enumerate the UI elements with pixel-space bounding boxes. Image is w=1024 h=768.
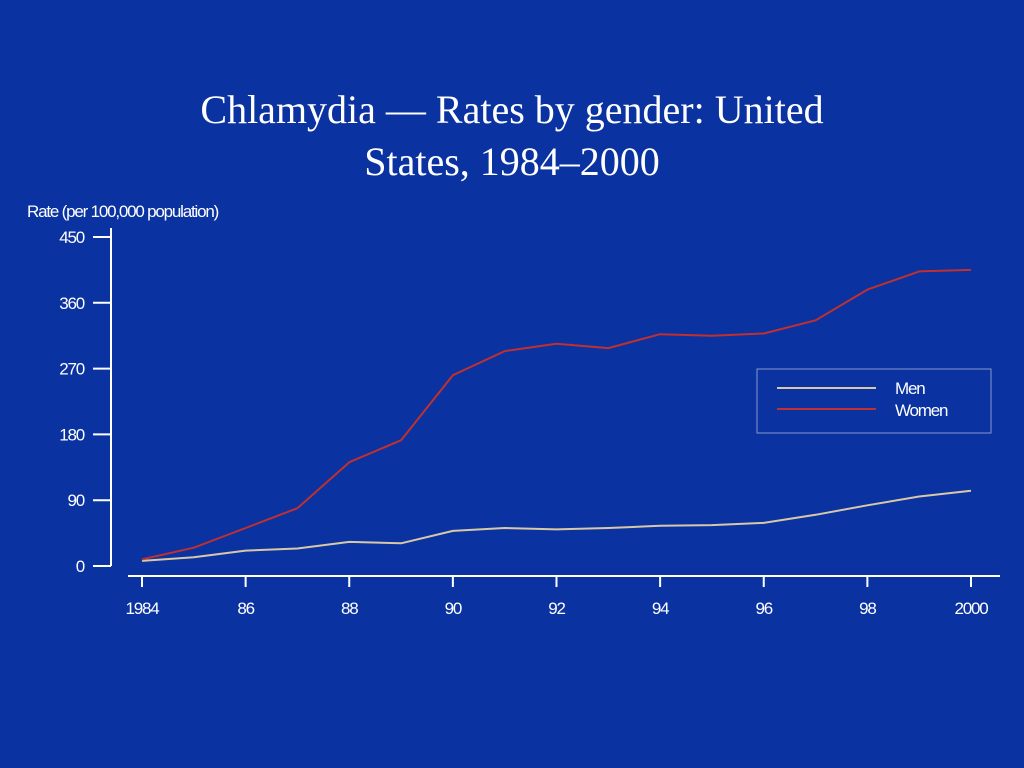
y-tick-label: 270 xyxy=(59,360,85,379)
chart-title-line-1: Chlamydia — Rates by gender: United xyxy=(200,87,824,132)
y-tick-label: 450 xyxy=(59,228,85,247)
x-tick-label: 1984 xyxy=(125,599,159,618)
x-tick-label: 2000 xyxy=(954,599,988,618)
x-tick-label: 90 xyxy=(445,599,462,618)
x-tick-label: 92 xyxy=(548,599,565,618)
x-tick-label: 94 xyxy=(652,599,669,618)
y-tick-label: 180 xyxy=(59,425,85,444)
legend-label-women: Women xyxy=(895,401,948,420)
x-tick-label: 88 xyxy=(341,599,358,618)
x-tick-label: 96 xyxy=(755,599,772,618)
y-tick-label: 0 xyxy=(76,557,85,576)
chart-title: Chlamydia — Rates by gender: United Stat… xyxy=(0,84,1024,188)
y-tick-label: 360 xyxy=(59,294,85,313)
legend: Men Women xyxy=(756,368,992,434)
legend-box xyxy=(756,368,992,434)
legend-label-men: Men xyxy=(895,379,925,398)
series-lines xyxy=(141,268,972,562)
y-axis-label: Rate (per 100,000 population) xyxy=(27,202,219,221)
x-ticks: 1984 86 88 90 92 94 96 98 2000 xyxy=(125,576,989,618)
x-tick-label: 86 xyxy=(237,599,254,618)
x-tick-label: 98 xyxy=(859,599,876,618)
chart-title-line-2: States, 1984–2000 xyxy=(364,139,660,184)
series-line-women xyxy=(141,268,972,561)
y-ticks: 0 90 180 270 360 450 xyxy=(59,228,111,576)
series-line-men xyxy=(141,489,972,562)
y-tick-label: 90 xyxy=(67,491,84,510)
